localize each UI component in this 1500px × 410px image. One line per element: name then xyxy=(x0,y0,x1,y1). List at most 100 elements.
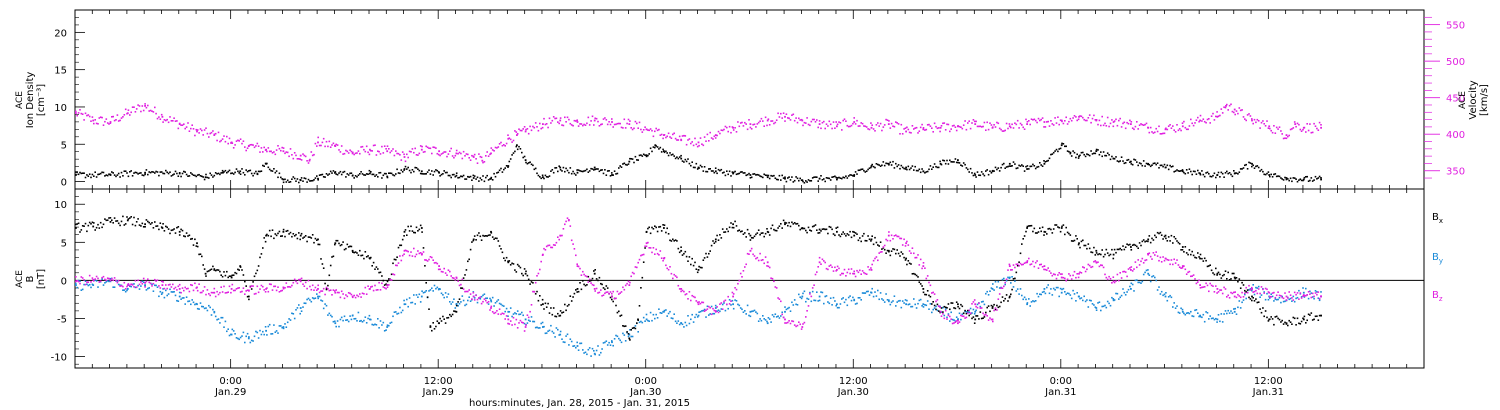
y-right-tick-label: 400 xyxy=(1446,130,1465,141)
bz-point xyxy=(138,288,141,290)
bx-point xyxy=(473,235,476,237)
velocity-point xyxy=(598,125,601,127)
bx-point xyxy=(663,224,666,226)
ion-density-point xyxy=(702,170,705,172)
bz-point xyxy=(979,305,982,308)
ion-density-point xyxy=(504,167,506,169)
bx-point xyxy=(883,248,886,251)
ion-density-point xyxy=(967,168,969,171)
ion-density-point xyxy=(612,174,614,176)
bx-point xyxy=(304,235,307,237)
velocity-point xyxy=(112,115,114,118)
bz-point xyxy=(892,300,894,302)
bz-magenta-point xyxy=(843,268,846,271)
velocity-point xyxy=(468,157,470,159)
bz-magenta-point xyxy=(579,267,581,270)
ion-density-point xyxy=(104,175,106,177)
velocity-point xyxy=(860,122,862,124)
bz-point xyxy=(774,313,777,315)
ion-density-point xyxy=(859,169,861,171)
bz-point xyxy=(151,283,153,286)
velocity-point xyxy=(536,126,538,128)
ion-density-point xyxy=(1007,165,1009,168)
bx-point xyxy=(805,229,807,232)
bz-point xyxy=(244,341,246,344)
ion-density-point xyxy=(827,177,829,179)
bx-point xyxy=(232,274,235,276)
bz-point xyxy=(363,319,365,322)
bx-point xyxy=(436,320,439,322)
ion-density-anchor xyxy=(351,174,354,177)
bz-point xyxy=(248,336,250,338)
bz-point xyxy=(482,294,484,297)
velocity-point xyxy=(196,129,199,131)
bz-point xyxy=(935,305,937,308)
ion-density-point xyxy=(142,174,145,177)
bx-point xyxy=(109,217,112,219)
bx-point xyxy=(1180,249,1182,251)
bz-point xyxy=(435,287,437,290)
bz-point xyxy=(532,320,534,323)
bx-point xyxy=(590,279,592,282)
bx-point xyxy=(1245,291,1247,293)
ion-density-point xyxy=(665,150,667,153)
bx-point xyxy=(176,226,178,229)
bz-magenta-point xyxy=(774,286,777,288)
velocity-point xyxy=(638,121,641,124)
bz-point xyxy=(119,284,121,286)
bx-point xyxy=(162,223,164,225)
bx-point xyxy=(793,222,796,224)
bz-magenta-point xyxy=(289,286,292,288)
bx-point xyxy=(1148,235,1151,237)
ion-density-point xyxy=(138,172,141,174)
bz-point xyxy=(550,324,552,327)
bz-magenta-point xyxy=(708,305,710,308)
velocity-point xyxy=(623,118,626,121)
velocity-point xyxy=(1317,129,1320,131)
bx-point xyxy=(354,251,357,253)
velocity-point xyxy=(511,141,513,143)
bz-point xyxy=(1183,312,1185,315)
bz-magenta-point xyxy=(748,253,750,255)
bx-point xyxy=(997,306,1000,309)
bz-magenta-point xyxy=(641,254,644,256)
bx-point xyxy=(1129,243,1131,246)
bz-point xyxy=(717,309,720,311)
ion-density-point xyxy=(1217,171,1220,174)
bx-point xyxy=(1077,243,1080,246)
bz-point xyxy=(1253,293,1256,296)
bx-point xyxy=(343,248,346,251)
bz-point xyxy=(331,315,333,318)
bx-point xyxy=(823,228,825,230)
bz-point xyxy=(196,307,199,310)
velocity-point xyxy=(471,154,473,157)
bx-point xyxy=(173,228,175,230)
ion-density-point xyxy=(1270,173,1272,176)
bz-point xyxy=(1167,296,1170,298)
velocity-anchor xyxy=(178,123,181,125)
velocity-point xyxy=(479,155,482,158)
x-axis-title: hours:minutes, Jan. 28, 2015 - Jan. 31, … xyxy=(469,398,690,409)
velocity-point xyxy=(1015,123,1018,126)
ion-density-anchor xyxy=(1147,162,1150,165)
velocity-point xyxy=(1167,125,1170,127)
ion-density-point xyxy=(796,177,799,180)
velocity-point xyxy=(280,149,282,152)
ion-density-point xyxy=(361,173,364,175)
velocity-point xyxy=(389,151,391,154)
bz-magenta-point xyxy=(401,254,404,257)
bx-point xyxy=(659,225,662,228)
bz-magenta-point xyxy=(809,293,811,295)
bz-point xyxy=(457,305,459,307)
velocity-point xyxy=(994,126,997,128)
bx-point xyxy=(280,235,282,237)
bx-point xyxy=(187,235,189,237)
bz-magenta-point xyxy=(593,284,595,287)
bx-point xyxy=(741,230,743,232)
velocity-point xyxy=(1174,131,1177,133)
ion-density-point xyxy=(1026,165,1029,167)
bx-point xyxy=(897,252,900,255)
velocity-point xyxy=(329,146,332,148)
ion-density-anchor xyxy=(593,166,596,169)
bz-point xyxy=(910,305,912,308)
